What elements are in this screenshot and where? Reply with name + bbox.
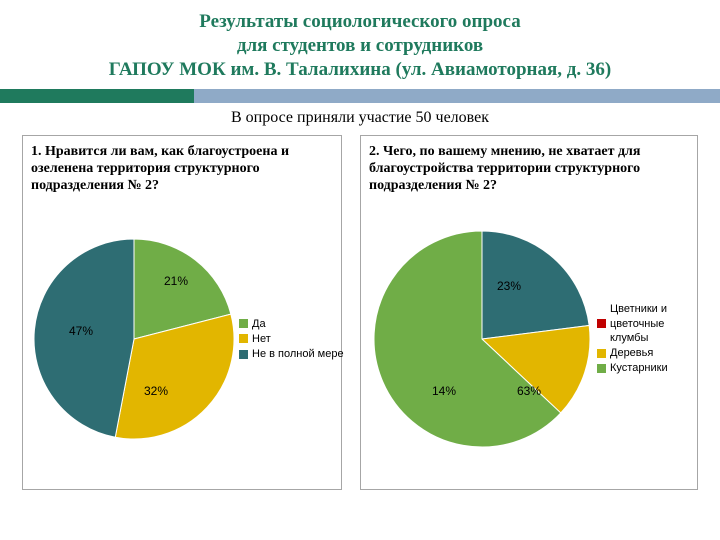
pie-chart-2: 23% 14% 63% — [367, 209, 597, 469]
legend-swatch — [239, 350, 248, 359]
chart-2-legend: Цветники и цветочные клумбыДеревьяКустар… — [597, 301, 680, 376]
legend-label: Кустарники — [610, 361, 668, 375]
page-title: Результаты социологического опроса для с… — [20, 10, 700, 81]
charts-row: 1. Нравится ли вам, как благоустроена и … — [0, 135, 720, 490]
pie-2-svg — [367, 209, 597, 469]
divider-bar-accent — [0, 89, 194, 103]
slice-label: 23% — [497, 279, 521, 293]
pie-slice — [34, 239, 134, 437]
legend-label: Не в полной мере — [252, 347, 344, 361]
legend-item: Да — [239, 317, 344, 331]
chart-card-1: 1. Нравится ли вам, как благоустроена и … — [22, 135, 342, 490]
slice-label: 47% — [69, 324, 93, 338]
slice-label: 14% — [432, 384, 456, 398]
legend-item: Кустарники — [597, 361, 680, 375]
legend-swatch — [239, 319, 248, 328]
legend-item: Деревья — [597, 346, 680, 360]
title-line-3: ГАПОУ МОК им. В. Талалихина (ул. Авиамот… — [109, 59, 611, 80]
slice-label: 32% — [144, 384, 168, 398]
pie-chart-1: 21% 32% 47% — [29, 209, 239, 469]
chart-card-2: 2. Чего, по вашему мнению, не хватает дл… — [360, 135, 698, 490]
legend-swatch — [597, 319, 606, 328]
legend-label: Нет — [252, 332, 271, 346]
chart-1-title: 1. Нравится ли вам, как благоустроена и … — [29, 144, 335, 200]
legend-label: Да — [252, 317, 266, 331]
legend-item: Нет — [239, 332, 344, 346]
legend-label: Цветники и цветочные клумбы — [610, 302, 680, 345]
chart-2-title: 2. Чего, по вашему мнению, не хватает дл… — [367, 144, 691, 200]
legend-item: Не в полной мере — [239, 347, 344, 361]
title-line-1: Результаты социологического опроса — [199, 11, 520, 32]
legend-swatch — [597, 364, 606, 373]
legend-swatch — [597, 349, 606, 358]
chart-2-body: 23% 14% 63% Цветники и цветочные клумбыДер… — [367, 201, 691, 478]
pie-1-svg — [29, 209, 239, 469]
chart-1-body: 21%32%47% ДаНетНе в полной мере — [29, 201, 335, 478]
divider-bar — [0, 89, 720, 103]
slice-label: 63% — [517, 384, 541, 398]
slice-label: 21% — [164, 274, 188, 288]
legend-label: Деревья — [610, 346, 653, 360]
chart-1-legend: ДаНетНе в полной мере — [239, 316, 344, 363]
legend-swatch — [239, 334, 248, 343]
legend-item: Цветники и цветочные клумбы — [597, 302, 680, 345]
subtitle: В опросе приняли участие 50 человек — [0, 109, 720, 127]
title-line-2: для студентов и сотрудников — [237, 35, 483, 56]
page-header: Результаты социологического опроса для с… — [0, 0, 720, 85]
